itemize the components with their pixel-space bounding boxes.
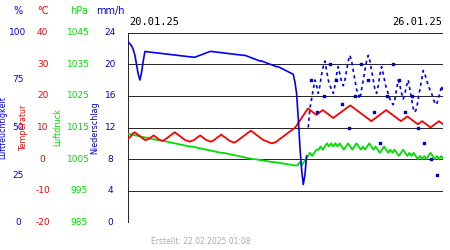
Point [433,173,441,177]
Point [351,94,359,98]
Text: Luftfeuchtigkeit: Luftfeuchtigkeit [0,96,7,159]
Point [408,94,415,98]
Text: 12: 12 [104,123,116,132]
Point [414,126,422,130]
Point [370,110,378,114]
Text: 50: 50 [12,123,24,132]
Text: Luftdruck: Luftdruck [53,108,62,146]
Point [364,78,371,82]
Text: 100: 100 [9,28,27,37]
Point [326,62,333,66]
Text: %: % [14,6,22,16]
Text: Erstellt: 22.02.2025 01:08: Erstellt: 22.02.2025 01:08 [151,237,250,246]
Point [314,110,321,114]
Text: 16: 16 [104,91,116,100]
Point [377,141,384,145]
Text: -10: -10 [36,186,50,195]
Text: 8: 8 [108,155,113,164]
Text: 10: 10 [37,123,49,132]
Text: 985: 985 [70,218,87,227]
Point [339,102,346,106]
Point [358,62,365,66]
Text: 25: 25 [12,170,24,179]
Text: 0: 0 [108,218,113,227]
Text: 0: 0 [15,218,21,227]
Text: 20: 20 [104,60,116,69]
Point [333,78,340,82]
Text: 1005: 1005 [67,155,90,164]
Text: 40: 40 [37,28,49,37]
Point [427,157,434,161]
Text: mm/h: mm/h [96,6,125,16]
Point [307,78,315,82]
Text: hPa: hPa [70,6,88,16]
Text: -20: -20 [36,218,50,227]
Text: 30: 30 [37,60,49,69]
Point [320,94,327,98]
Text: 1045: 1045 [68,28,90,37]
Point [389,62,396,66]
Text: °C: °C [37,6,49,16]
Text: 20: 20 [37,91,49,100]
Text: 1035: 1035 [67,60,90,69]
Text: 24: 24 [104,28,116,37]
Text: 1015: 1015 [67,123,90,132]
Point [396,78,403,82]
Text: 1025: 1025 [68,91,90,100]
Point [383,94,390,98]
Text: 26.01.25: 26.01.25 [392,17,443,27]
Point [402,110,409,114]
Text: 75: 75 [12,76,24,84]
Text: Niederschlag: Niederschlag [90,101,99,154]
Text: 995: 995 [70,186,87,195]
Text: 0: 0 [40,155,45,164]
Point [345,126,352,130]
Point [421,141,428,145]
Text: Temperatur: Temperatur [19,104,28,151]
Text: 20.01.25: 20.01.25 [129,17,179,27]
Text: 4: 4 [108,186,113,195]
